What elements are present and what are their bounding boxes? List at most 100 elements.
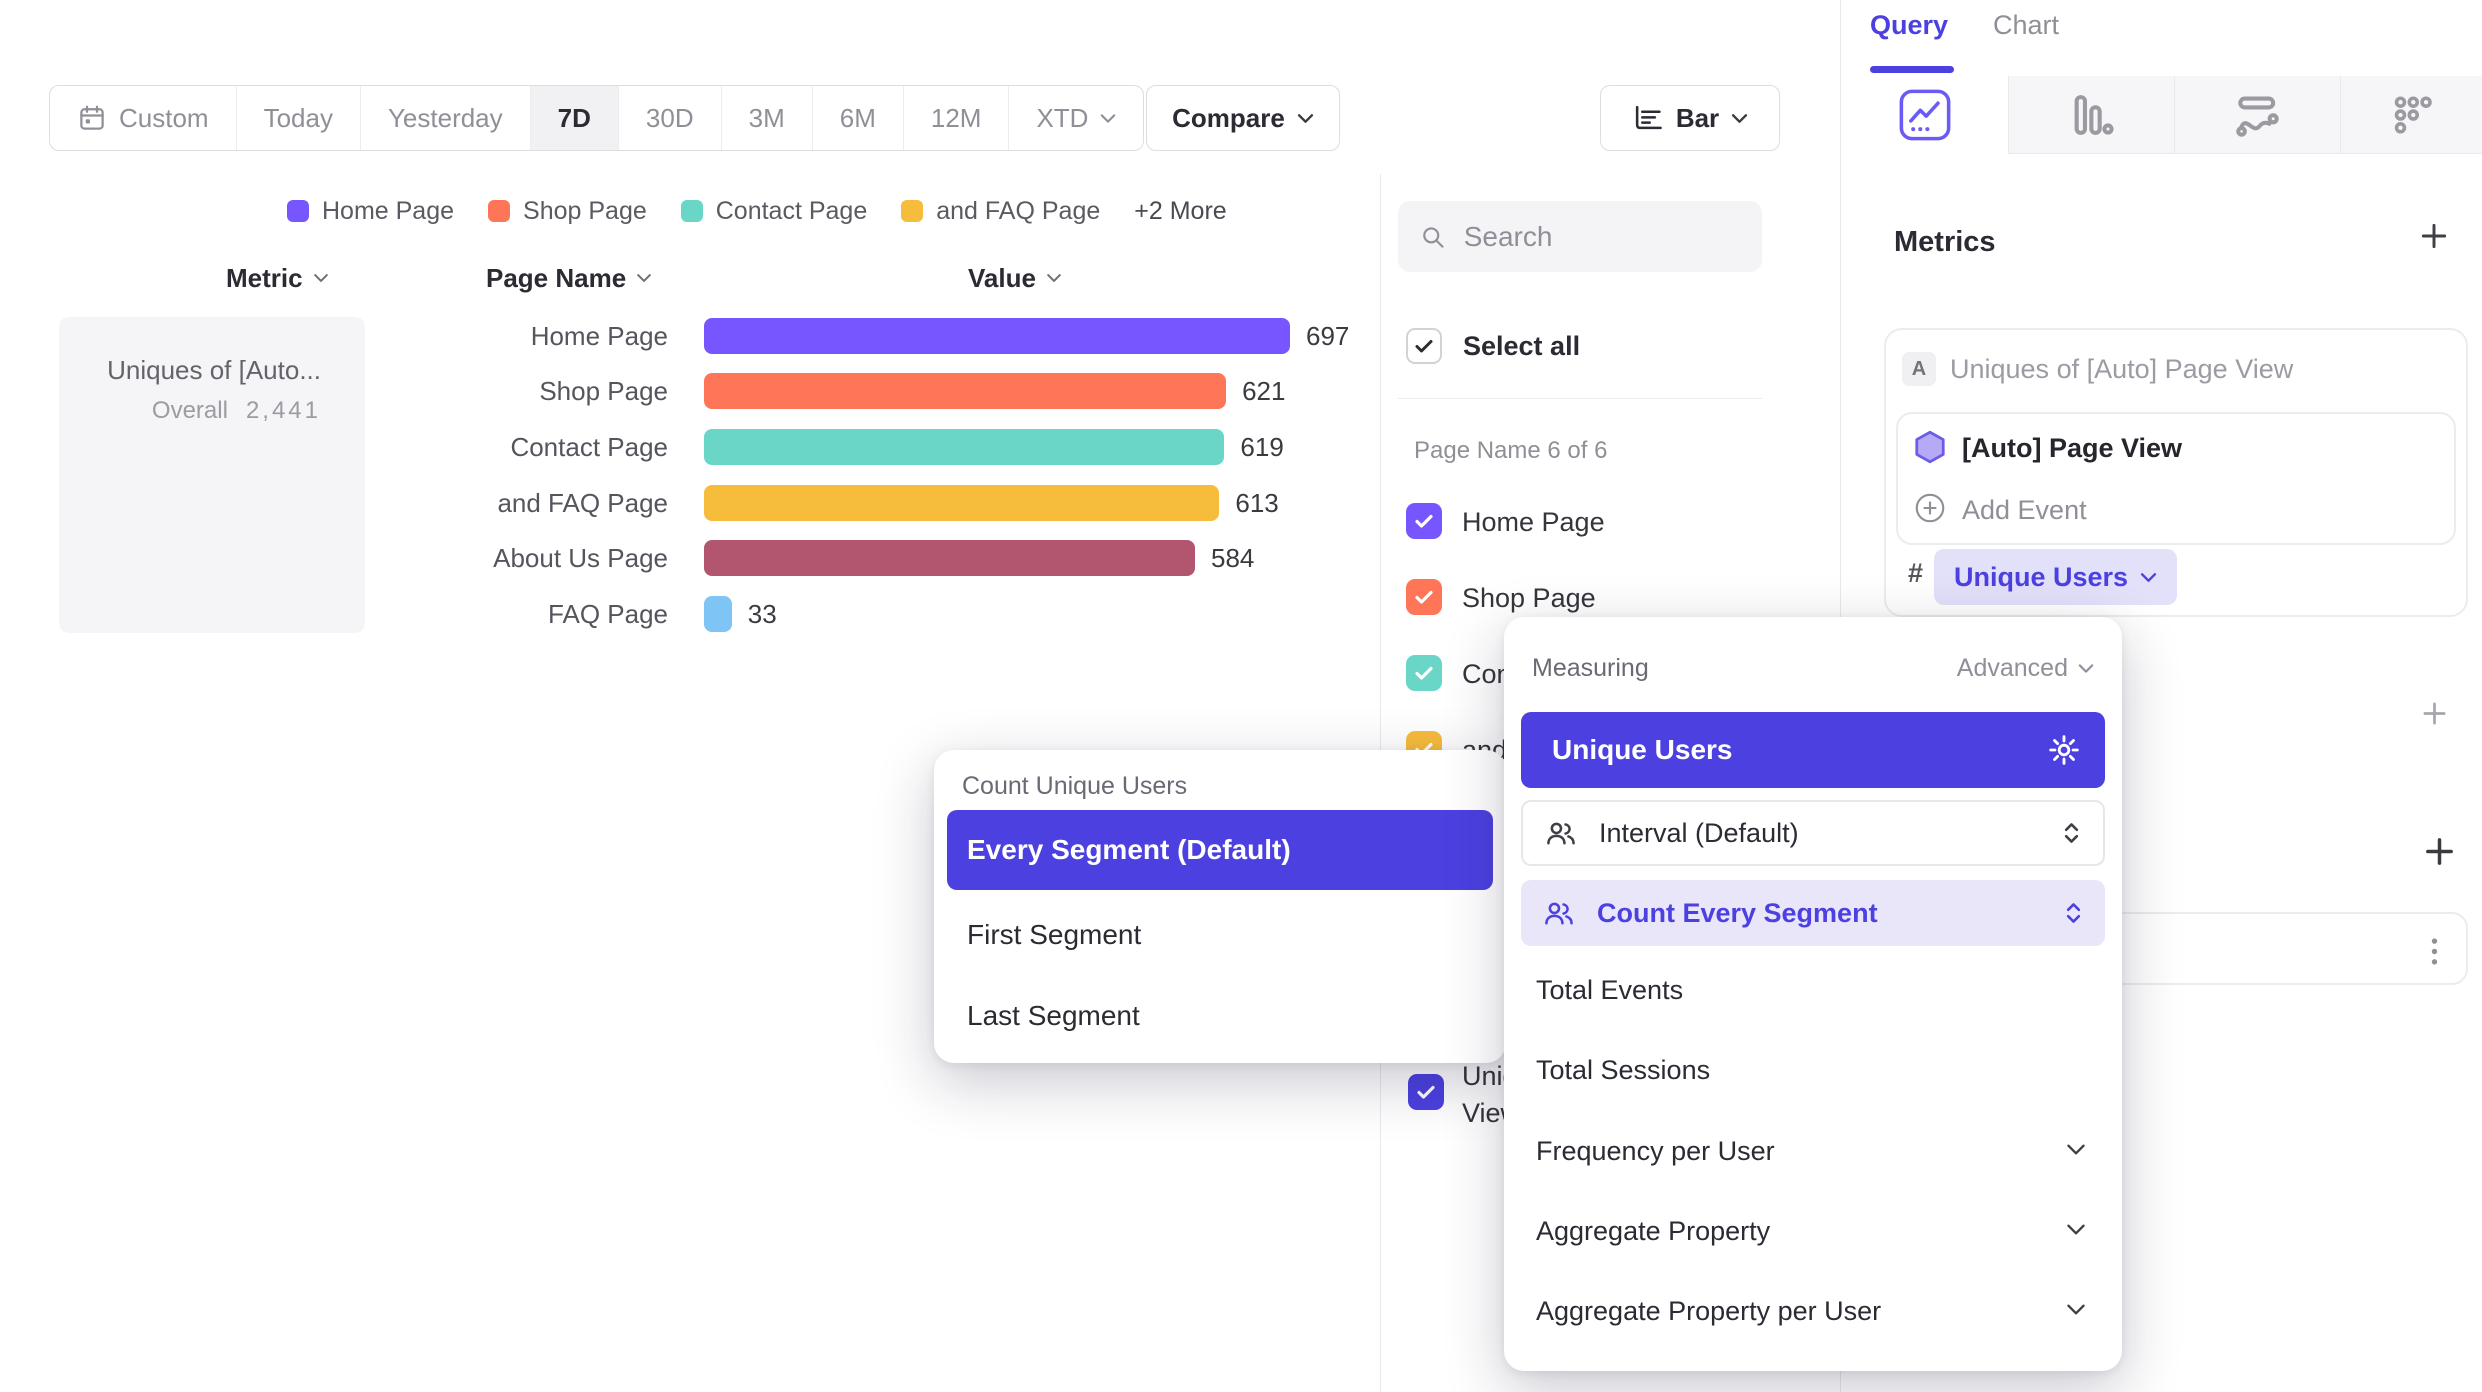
- option-unique-users[interactable]: Unique Users: [1521, 712, 2105, 788]
- bar-row: Contact Page 619: [380, 429, 1284, 465]
- search-input[interactable]: [1461, 219, 1740, 254]
- bar-row: About Us Page 584: [380, 540, 1254, 576]
- bar[interactable]: [704, 596, 732, 632]
- add-breakdown-button[interactable]: [2422, 834, 2457, 869]
- chevron-down-icon: [1732, 113, 1748, 123]
- bar-value: 613: [1235, 487, 1279, 518]
- select-all-label: Select all: [1463, 331, 1581, 361]
- legend-item: and FAQ Page: [901, 197, 1100, 226]
- sort-chevron-icon: [637, 274, 652, 282]
- range-custom[interactable]: Custom: [50, 86, 237, 150]
- plus-icon: [2421, 223, 2447, 249]
- range-today[interactable]: Today: [237, 86, 361, 150]
- column-header-metric[interactable]: Metric: [226, 261, 329, 295]
- count-segment-selector[interactable]: Count Every Segment: [1521, 880, 2105, 946]
- event-card: [Auto] Page View Add Event: [1896, 412, 2456, 545]
- bar[interactable]: [704, 373, 1227, 409]
- bar[interactable]: [704, 429, 1225, 465]
- segment-checkbox-metric[interactable]: [1408, 1074, 1444, 1110]
- sort-chevron-icon: [313, 274, 328, 282]
- measure-hash-label: #: [1908, 558, 1924, 588]
- legend-swatch: [680, 200, 703, 222]
- range-7d[interactable]: 7D: [530, 86, 619, 150]
- add-filter-button[interactable]: [2420, 699, 2449, 728]
- segment-checkbox-home-page[interactable]: [1406, 503, 1442, 539]
- range-3m[interactable]: 3M: [722, 86, 813, 150]
- bar[interactable]: [704, 540, 1195, 576]
- legend-more-button[interactable]: +2 More: [1134, 196, 1227, 225]
- compare-button[interactable]: Compare: [1146, 85, 1340, 151]
- report-tab-flows[interactable]: [2174, 76, 2340, 154]
- select-all-checkbox[interactable]: [1406, 328, 1442, 364]
- legend-swatch: [488, 200, 511, 222]
- kebab-menu-icon[interactable]: [2431, 938, 2438, 965]
- event-hexagon-icon: [1915, 430, 1945, 464]
- metric-cell[interactable]: Uniques of [Auto... Overall 2,441: [59, 317, 365, 633]
- chart-type-button[interactable]: Bar: [1600, 85, 1780, 151]
- horizontal-bar-chart-icon: [1635, 105, 1662, 130]
- option-frequency-per-user[interactable]: Frequency per User: [1536, 1136, 1775, 1166]
- option-every-segment[interactable]: Every Segment (Default): [947, 810, 1493, 890]
- chevron-down-icon: [2078, 664, 2094, 673]
- report-tab-funnels[interactable]: [2008, 76, 2174, 154]
- insights-icon: [1899, 89, 1950, 141]
- users-icon: [1547, 822, 1575, 845]
- bar-row: Shop Page 621: [380, 373, 1285, 409]
- bar-category-label: Shop Page: [539, 375, 668, 406]
- report-tab-insights[interactable]: [1841, 76, 2008, 154]
- tab-query[interactable]: Query: [1870, 10, 1949, 40]
- option-first-segment[interactable]: First Segment: [967, 919, 1142, 950]
- bar[interactable]: [704, 485, 1220, 521]
- event-name[interactable]: [Auto] Page View: [1962, 433, 2183, 463]
- range-30d[interactable]: 30D: [619, 86, 722, 150]
- gear-icon[interactable]: [2047, 733, 2081, 767]
- measure-pill[interactable]: Unique Users: [1934, 549, 2178, 605]
- column-header-page-name[interactable]: Page Name: [486, 261, 652, 295]
- metric-cell-overall: Overall 2,441: [151, 397, 321, 424]
- interval-selector[interactable]: Interval (Default): [1521, 800, 2105, 866]
- chevron-down-icon: [1297, 113, 1313, 123]
- segment-checkbox-contact-page[interactable]: [1406, 655, 1442, 691]
- check-icon: [1415, 590, 1433, 604]
- breakdown-card: [2100, 912, 2468, 985]
- check-icon: [1417, 1085, 1435, 1099]
- bar-category-label: and FAQ Page: [497, 487, 668, 518]
- option-total-events[interactable]: Total Events: [1536, 975, 1684, 1005]
- check-icon: [1415, 666, 1433, 680]
- range-xtd[interactable]: XTD: [1009, 86, 1143, 150]
- bar-row: FAQ Page 33: [380, 596, 777, 632]
- search-icon: [1423, 226, 1444, 248]
- bar-value: 584: [1210, 542, 1255, 573]
- bar-row: Home Page 697: [380, 318, 1349, 354]
- funnel-bars-icon: [2074, 94, 2114, 135]
- segment-checkbox-shop-page[interactable]: [1406, 579, 1442, 615]
- bar-value: 697: [1306, 320, 1350, 351]
- metric-letter-badge: A: [1902, 352, 1936, 386]
- column-header-value[interactable]: Value: [968, 261, 1062, 295]
- bar-category-label: FAQ Page: [548, 598, 668, 629]
- range-6m[interactable]: 6M: [813, 86, 904, 150]
- count-unique-users-popup: Count Unique Users Every Segment (Defaul…: [934, 750, 1506, 1063]
- add-metric-button[interactable]: [2418, 220, 2450, 252]
- range-12m[interactable]: 12M: [904, 86, 1010, 150]
- option-aggregate-property[interactable]: Aggregate Property: [1536, 1216, 1771, 1246]
- advanced-toggle[interactable]: Advanced: [1957, 654, 2094, 683]
- measuring-title: Measuring: [1532, 654, 1649, 682]
- tab-chart[interactable]: Chart: [1993, 10, 2060, 40]
- report-tab-retention[interactable]: [2340, 76, 2482, 154]
- segment-group-label: Page Name 6 of 6: [1414, 437, 1608, 464]
- range-label: Custom: [119, 102, 209, 133]
- option-total-sessions[interactable]: Total Sessions: [1536, 1055, 1711, 1085]
- range-yesterday[interactable]: Yesterday: [361, 86, 531, 150]
- option-last-segment[interactable]: Last Segment: [967, 1000, 1140, 1031]
- add-event-button[interactable]: Add Event: [1962, 495, 2087, 525]
- chevron-down-icon: [2067, 1224, 2085, 1235]
- bar[interactable]: [704, 318, 1290, 354]
- chevron-down-icon: [2067, 1144, 2085, 1155]
- plus-icon: [2426, 838, 2453, 865]
- bar-value: 621: [1242, 375, 1286, 406]
- bar-category-label: Contact Page: [510, 431, 668, 462]
- date-range-group: Custom Today Yesterday 7D 30D 3M 6M 12M …: [49, 85, 1145, 151]
- bar-value: 619: [1240, 431, 1284, 462]
- option-aggregate-property-per-user[interactable]: Aggregate Property per User: [1536, 1296, 1882, 1326]
